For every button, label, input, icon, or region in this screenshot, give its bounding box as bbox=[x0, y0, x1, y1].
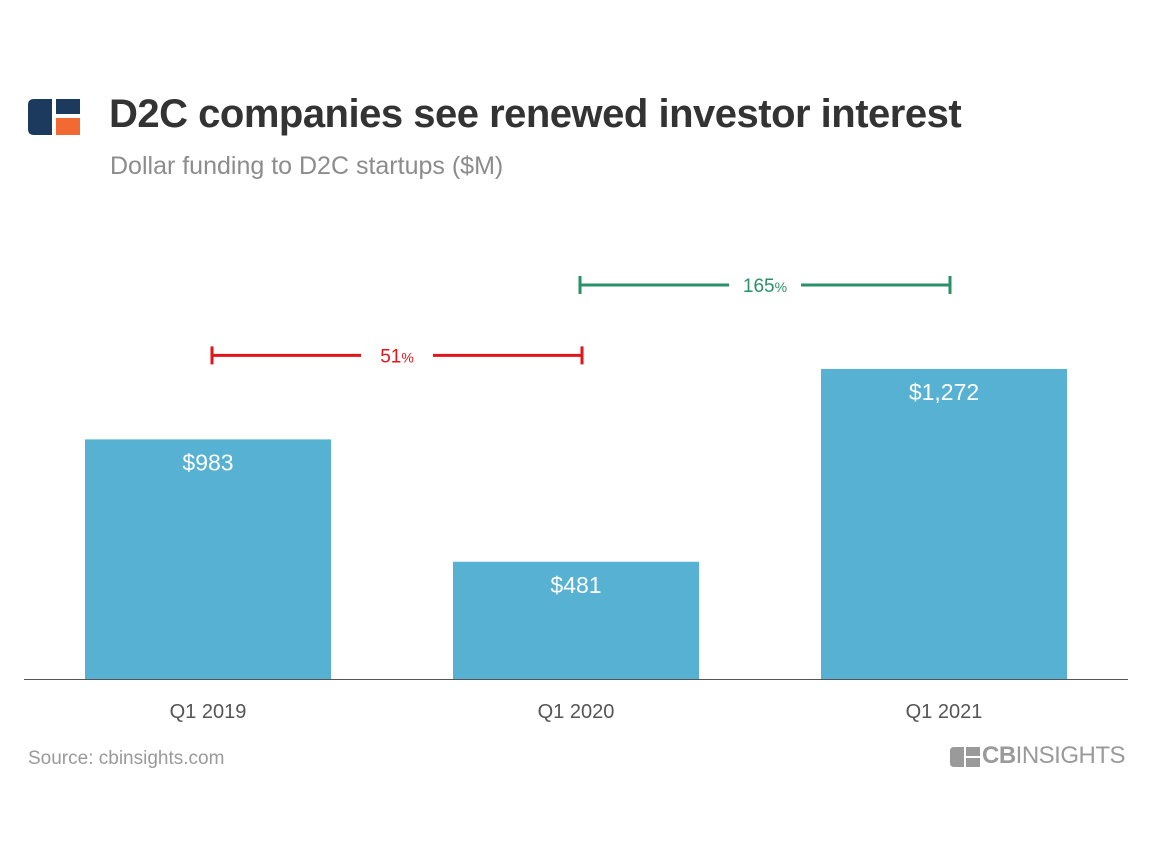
change-percent-unit: % bbox=[401, 349, 413, 365]
brand-wordmark-bold: CB bbox=[982, 742, 1016, 769]
bar bbox=[821, 368, 1067, 679]
bar bbox=[453, 561, 699, 679]
cb-insights-brand-icon bbox=[950, 747, 980, 767]
source-note: Source: cbinsights.com bbox=[28, 748, 225, 769]
chart-subtitle: Dollar funding to D2C startups ($M) bbox=[110, 152, 504, 180]
change-percent-label: 165% bbox=[743, 276, 787, 297]
x-tick-label: Q1 2020 bbox=[538, 701, 615, 723]
brand-wordmark: CBINSIGHTS bbox=[982, 742, 1126, 770]
logo-navy-shape bbox=[28, 99, 52, 135]
bar bbox=[85, 439, 331, 679]
bar-value-label: $481 bbox=[550, 572, 601, 598]
brand-wordmark-light: INSIGHTS bbox=[1015, 742, 1126, 769]
cb-insights-logo-icon bbox=[28, 99, 80, 135]
change-percent-unit: % bbox=[775, 279, 787, 295]
bar-value-label: $983 bbox=[182, 449, 233, 475]
logo-orange-square bbox=[56, 118, 80, 135]
logo-navy-top-right bbox=[56, 99, 80, 114]
change-percent-value: 165 bbox=[743, 276, 775, 297]
change-percent-value: 51 bbox=[380, 346, 401, 367]
bar-value-label: $1,272 bbox=[909, 379, 979, 405]
x-tick-label: Q1 2019 bbox=[170, 701, 247, 723]
chart-title: D2C companies see renewed investor inter… bbox=[109, 92, 962, 136]
change-percent-label: 51% bbox=[380, 346, 414, 367]
x-tick-label: Q1 2021 bbox=[906, 701, 983, 723]
